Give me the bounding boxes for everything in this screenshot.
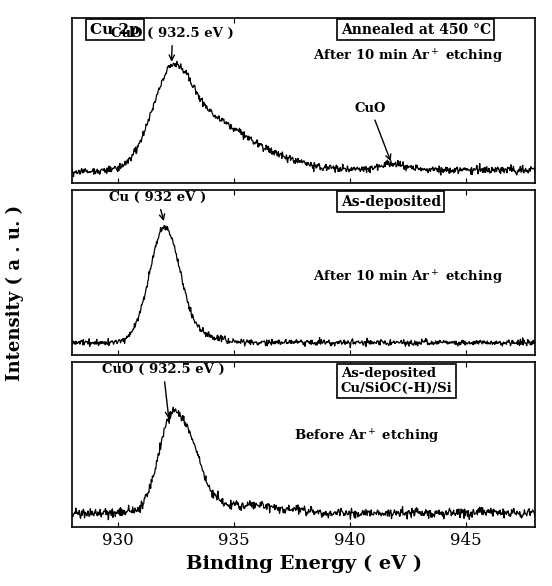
Text: Cu 2p: Cu 2p (91, 22, 140, 36)
Text: CuO ( 932.5 eV ): CuO ( 932.5 eV ) (111, 27, 234, 60)
Text: As-deposited: As-deposited (341, 195, 441, 209)
Text: CuO: CuO (354, 102, 391, 160)
Text: After 10 min Ar$^+$ etching: After 10 min Ar$^+$ etching (313, 47, 503, 66)
Text: After 10 min Ar$^+$ etching: After 10 min Ar$^+$ etching (313, 269, 503, 288)
Text: Annealed at 450 °C: Annealed at 450 °C (341, 22, 491, 36)
Text: Intensity ( a . u. ): Intensity ( a . u. ) (6, 205, 24, 381)
Text: Before Ar$^+$ etching: Before Ar$^+$ etching (294, 428, 440, 447)
Text: Cu ( 932 eV ): Cu ( 932 eV ) (109, 191, 206, 220)
X-axis label: Binding Energy ( eV ): Binding Energy ( eV ) (185, 555, 422, 573)
Text: As-deposited
Cu/SiOC(-H)/Si: As-deposited Cu/SiOC(-H)/Si (341, 367, 453, 395)
Text: CuO ( 932.5 eV ): CuO ( 932.5 eV ) (102, 363, 225, 417)
